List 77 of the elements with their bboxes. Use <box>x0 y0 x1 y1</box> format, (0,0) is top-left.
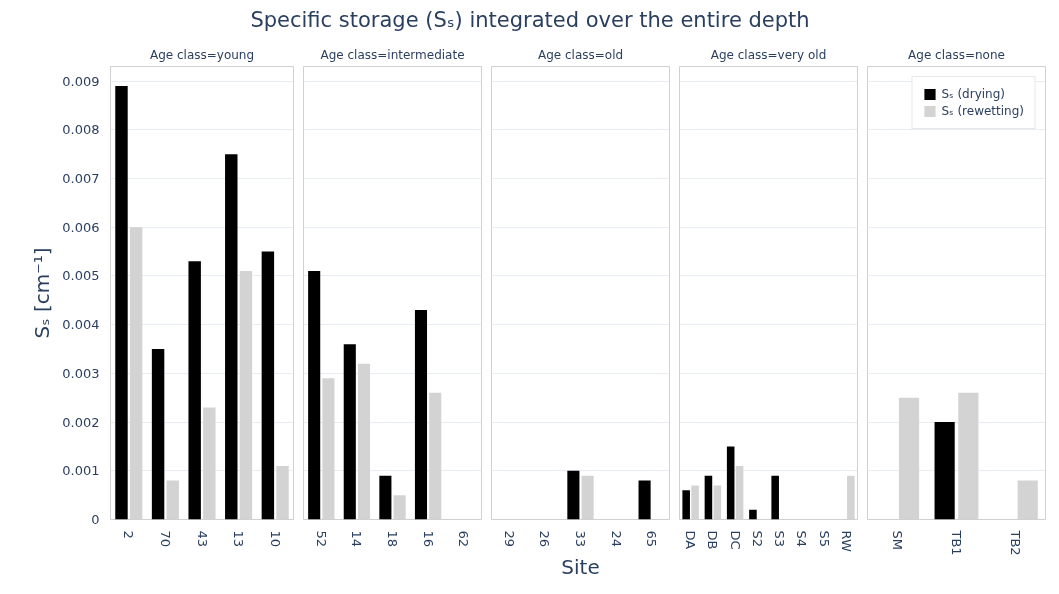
y-tick-label: 0.009 <box>62 73 100 89</box>
bar <box>726 446 735 520</box>
y-tick-label: 0.006 <box>62 219 100 235</box>
x-tick-label: S3 <box>772 530 788 548</box>
y-axis-title: Sₛ [cm⁻¹] <box>30 247 55 339</box>
y-tick-label: 0.007 <box>62 171 100 187</box>
x-tick-label: 43 <box>194 530 210 548</box>
y-tick-label: 0.001 <box>62 463 100 479</box>
bar <box>847 475 855 520</box>
text: Specific storage (Sₛ) integrated over the entire depth <box>250 7 810 34</box>
y-tick-label: 0.005 <box>62 268 100 284</box>
x-tick-label: TB1 <box>949 529 964 556</box>
bar <box>343 344 356 520</box>
x-tick-label: DC <box>727 530 743 550</box>
y-tick-label: 0.003 <box>62 365 100 381</box>
x-tick-label: 65 <box>644 530 660 548</box>
x-tick-label: DA <box>683 530 699 550</box>
bar <box>771 475 779 520</box>
bar <box>203 407 216 520</box>
x-tick-label: 29 <box>501 530 517 548</box>
bar <box>379 475 392 520</box>
x-tick-label: 70 <box>157 530 173 548</box>
bar <box>151 349 165 520</box>
chart-subtitle: Age class=very old <box>710 47 827 62</box>
y-tick-label: 0 <box>91 512 100 527</box>
x-tick-label: 26 <box>537 530 553 548</box>
chart-subtitle: Age class=none <box>908 47 1005 62</box>
x-tick-label: TB2 <box>1008 529 1024 556</box>
y-tick-label: 0.004 <box>62 317 100 333</box>
bar <box>239 271 253 520</box>
bar <box>308 271 321 520</box>
bar <box>713 485 722 520</box>
x-tick-label: 10 <box>267 530 283 548</box>
x-tick-label: S2 <box>749 530 765 548</box>
bar <box>188 261 201 520</box>
bar <box>276 465 289 520</box>
bar <box>166 480 179 520</box>
y-tick-label: 0.002 <box>62 414 100 430</box>
y-tick-label: 0.008 <box>62 122 100 138</box>
bar <box>129 227 143 520</box>
x-tick-label: S5 <box>816 530 832 548</box>
x-tick-label: DB <box>705 530 721 550</box>
bar <box>115 85 128 520</box>
x-tick-label: 2 <box>121 530 137 539</box>
x-tick-label: 24 <box>608 530 624 548</box>
bar <box>682 490 690 520</box>
bar <box>414 310 428 520</box>
bar <box>735 465 744 520</box>
chart-subtitle: Age class=intermediate <box>320 47 465 62</box>
x-axis-title: Site <box>561 555 600 580</box>
bar <box>749 509 757 520</box>
bar <box>934 422 955 520</box>
bar <box>429 392 442 520</box>
bar <box>322 378 335 520</box>
bar <box>704 475 713 520</box>
x-tick-label: 13 <box>231 530 247 548</box>
x-tick-label: 52 <box>313 530 329 548</box>
x-tick-label: 18 <box>385 530 400 548</box>
bar <box>1017 480 1038 520</box>
chart-subtitle: Age class=young <box>149 47 255 62</box>
legend-label: Sₛ (drying) <box>941 87 1005 101</box>
bar <box>958 392 979 520</box>
x-tick-label: RW <box>838 530 854 553</box>
bar <box>261 251 275 520</box>
x-tick-label: 62 <box>456 530 472 548</box>
bar <box>898 397 920 520</box>
bar <box>225 154 238 520</box>
x-tick-label: S4 <box>794 530 810 548</box>
x-tick-label: 16 <box>420 530 436 548</box>
x-tick-label: SM <box>889 530 905 550</box>
x-tick-label: 33 <box>573 530 588 548</box>
bar <box>357 363 371 520</box>
bar <box>691 485 699 520</box>
x-tick-label: 14 <box>349 530 365 548</box>
chart-subtitle: Age class=old <box>537 47 624 62</box>
legend-label: Sₛ (rewetting) <box>941 104 1024 118</box>
bar <box>393 495 406 520</box>
